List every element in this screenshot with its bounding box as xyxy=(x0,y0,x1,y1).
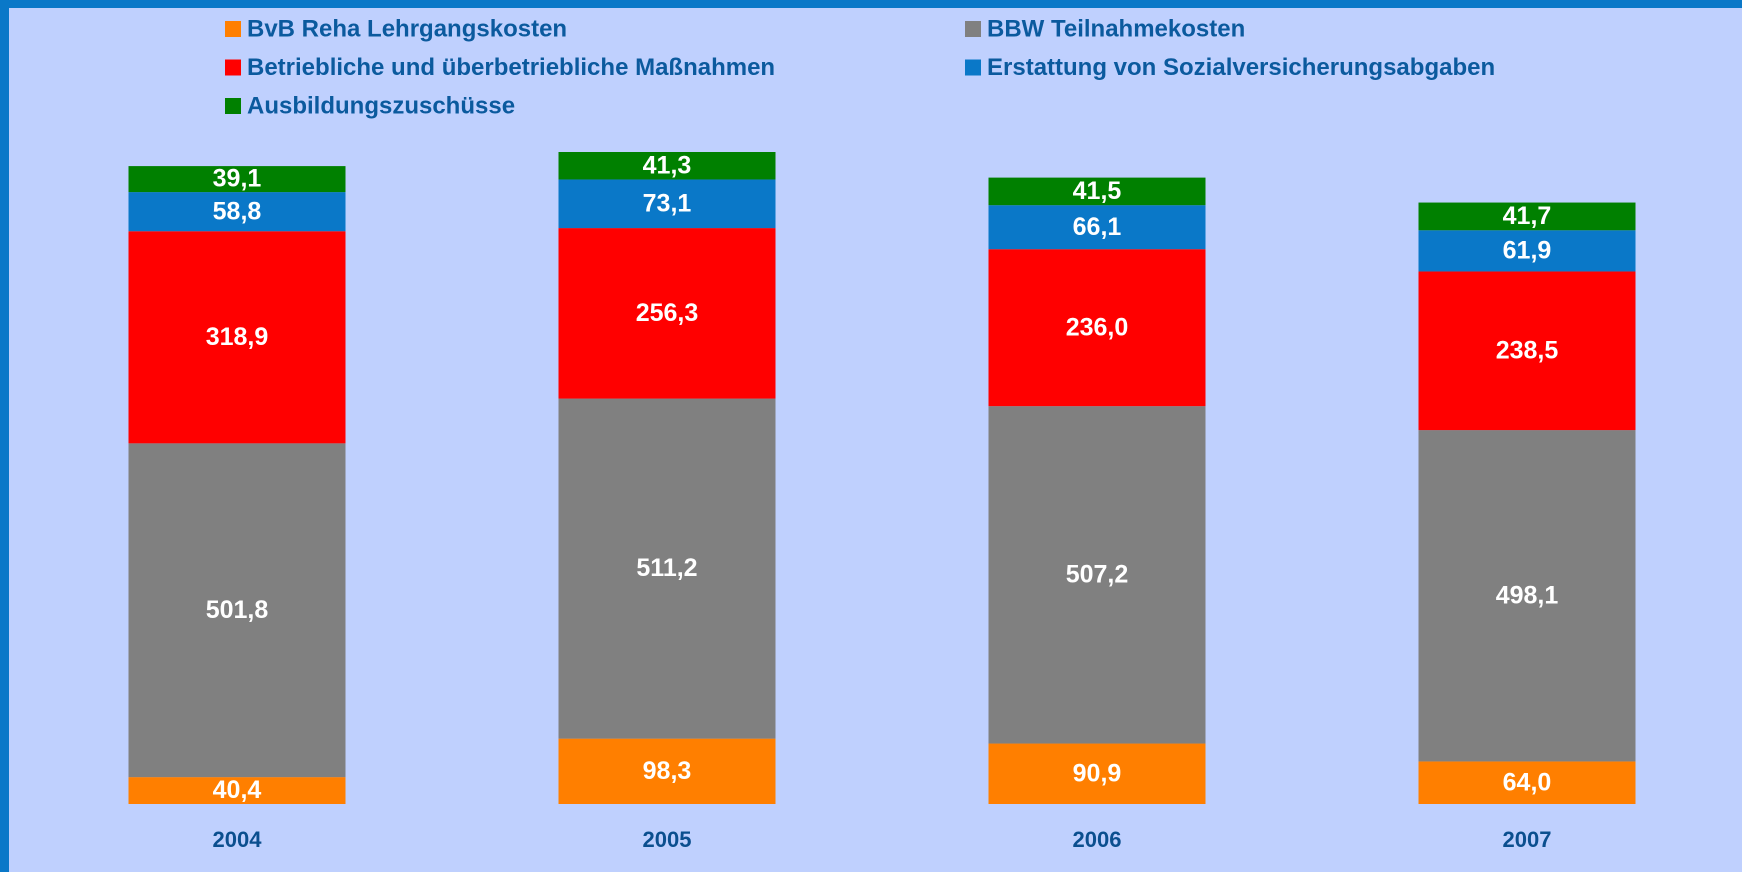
data-label: 98,3 xyxy=(643,757,692,785)
bar-segment xyxy=(128,166,346,193)
data-label: 236,0 xyxy=(1066,313,1129,341)
data-label: 61,9 xyxy=(1503,236,1552,264)
data-label: 507,2 xyxy=(1066,560,1129,588)
bar-segment xyxy=(128,443,346,778)
data-label: 318,9 xyxy=(206,323,269,351)
bar-segment xyxy=(988,177,1206,206)
data-label: 511,2 xyxy=(636,554,697,582)
bar-segment xyxy=(128,192,346,232)
data-label: 73,1 xyxy=(643,189,692,217)
bar-segment xyxy=(1418,202,1636,231)
data-label: 501,8 xyxy=(206,596,269,624)
data-label: 58,8 xyxy=(213,197,262,225)
bar-segment xyxy=(558,152,776,180)
bar-segment xyxy=(558,398,776,739)
bar-segment xyxy=(128,231,346,444)
bar-segment xyxy=(1418,761,1636,804)
bar-segment xyxy=(988,743,1206,804)
bar-segment xyxy=(988,249,1206,407)
x-tick-label: 2004 xyxy=(213,827,263,852)
legend-swatch xyxy=(225,98,241,114)
x-tick-label: 2006 xyxy=(1073,827,1122,852)
legend-label: Erstattung von Sozialversicherungsabgabe… xyxy=(987,54,1495,81)
bar-segment xyxy=(558,738,776,804)
legend-swatch xyxy=(225,21,241,37)
legend-swatch xyxy=(225,59,241,76)
bar-segment xyxy=(988,205,1206,250)
bar-segment xyxy=(1418,430,1636,762)
bar-segment xyxy=(558,179,776,229)
data-label: 39,1 xyxy=(213,165,262,193)
bar-segment xyxy=(1418,230,1636,272)
data-label: 40,4 xyxy=(213,776,262,804)
data-label: 64,0 xyxy=(1503,768,1552,796)
bar-segment xyxy=(988,406,1206,744)
data-label: 256,3 xyxy=(636,299,699,327)
data-label: 498,1 xyxy=(1496,581,1559,609)
x-tick-label: 2007 xyxy=(1503,827,1552,852)
bar-segment xyxy=(558,228,776,399)
legend-label: Betriebliche und überbetriebliche Maßnah… xyxy=(247,54,775,81)
legend-swatch xyxy=(965,21,981,37)
data-label: 238,5 xyxy=(1496,336,1559,364)
legend-swatch xyxy=(965,59,981,76)
data-label: 90,9 xyxy=(1073,759,1122,787)
x-tick-label: 2005 xyxy=(643,827,692,852)
legend-label: Ausbildungszuschüsse xyxy=(247,92,515,119)
legend-label: BvB Reha Lehrgangskosten xyxy=(247,15,567,42)
data-label: 41,5 xyxy=(1073,177,1122,205)
data-label: 41,3 xyxy=(643,151,692,179)
data-label: 66,1 xyxy=(1073,213,1122,241)
bar-segment xyxy=(128,777,346,804)
data-label: 41,7 xyxy=(1503,202,1552,230)
bar-segment xyxy=(1418,271,1636,431)
legend-label: BBW Teilnahmekosten xyxy=(987,15,1245,42)
